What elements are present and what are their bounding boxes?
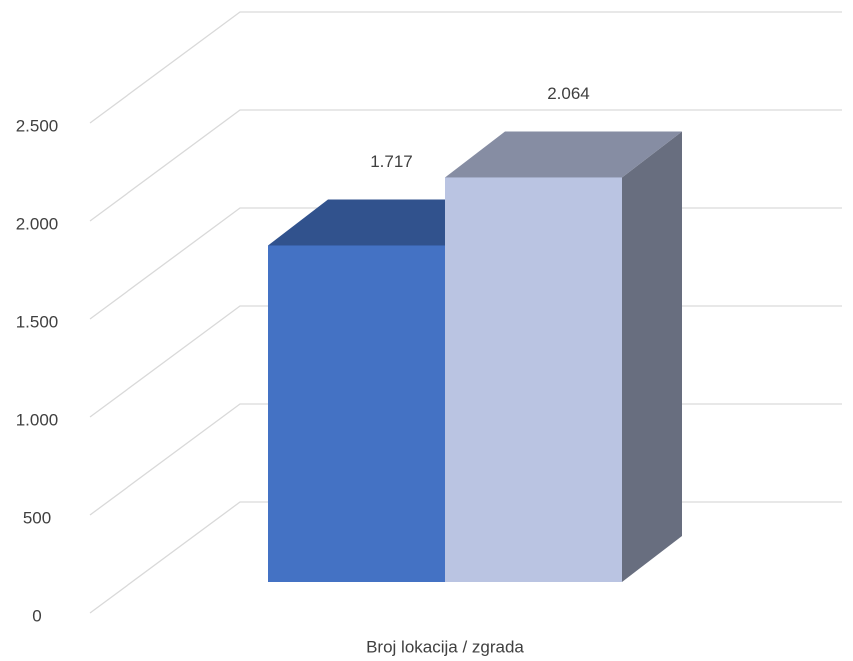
y-tick-label: 2.500	[16, 116, 59, 135]
grid-line	[89, 109, 842, 222]
bar-top	[445, 131, 682, 178]
x-tick-label: Broj lokacija / zgrada	[366, 637, 524, 656]
bar	[268, 245, 445, 582]
y-tick-label: 1.000	[16, 410, 59, 429]
value-label: 2.064	[547, 84, 590, 103]
y-tick-label: 0	[32, 606, 41, 625]
y-tick-label: 1.500	[16, 312, 59, 331]
y-tick-label: 2.000	[16, 214, 59, 233]
bar-side	[622, 131, 682, 582]
grid-line	[89, 11, 842, 124]
value-label: 1.717	[370, 152, 413, 171]
bar	[445, 177, 622, 582]
y-tick-label: 500	[23, 508, 51, 527]
